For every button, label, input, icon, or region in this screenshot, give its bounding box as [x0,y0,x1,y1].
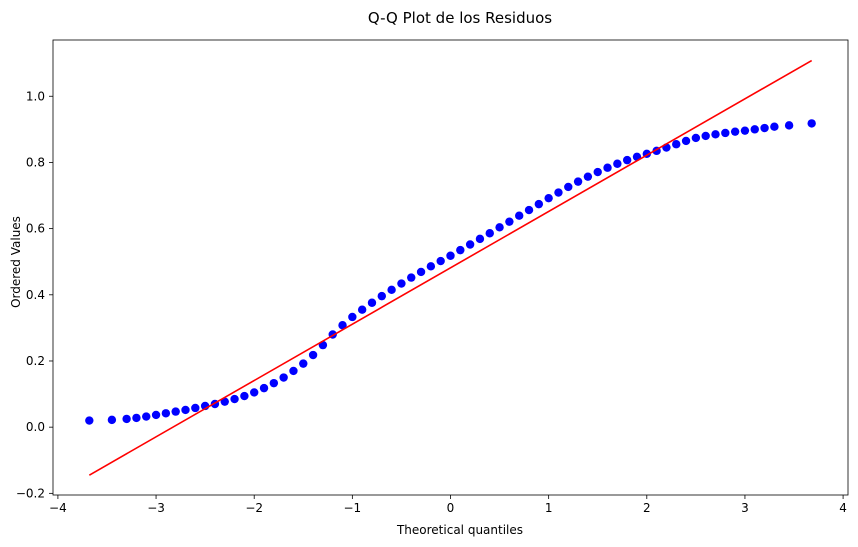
residual-point [132,413,141,423]
residual-point [495,223,504,232]
residual-point [534,199,544,209]
residual-point [407,273,416,282]
residual-point [760,123,769,133]
residual-point [672,140,681,149]
residual-point [564,182,573,192]
residual-point [593,167,602,177]
residual-point [220,397,229,406]
residual-point [740,126,750,135]
residual-point [784,121,794,130]
y-tick-label: 1.0 [26,89,45,103]
y-tick-label: 0.0 [26,420,45,434]
residual-point [807,119,816,128]
residual-point [485,229,494,238]
residual-point [171,407,180,416]
x-tick-label: 4 [839,501,847,515]
x-tick-label: −4 [49,501,67,515]
residual-point [436,256,445,266]
residual-point [721,128,730,138]
residual-point [505,217,514,226]
residual-point [583,172,593,181]
chart-title: Q-Q Plot de los Residuos [368,9,552,27]
residual-point [524,205,534,215]
residual-point [613,159,622,168]
reference-line [88,59,813,476]
residual-points [85,119,816,425]
residual-point [367,298,377,307]
x-tick-label: 3 [741,501,749,515]
y-tick-label: 0.2 [26,354,45,368]
residual-point [573,177,583,186]
residual-point [456,245,465,255]
residual-point [681,136,691,146]
x-tick-label: −1 [344,501,362,515]
residual-point [279,373,288,382]
residual-point [701,131,710,141]
residual-point [191,403,200,413]
residual-point [426,262,436,271]
reference-line-layer [88,59,813,476]
residual-point [230,394,239,404]
residual-point [554,188,563,197]
residual-point [299,359,308,368]
residual-point [161,409,171,418]
x-tick-label: 0 [447,501,455,515]
residual-point [338,321,347,330]
y-axis: −0.2 0.0 0.2 0.4 0.6 0.8 1.0 [16,89,53,500]
residual-point [151,410,161,420]
residual-point [730,127,740,136]
residual-point [308,350,318,360]
residual-point [107,415,117,425]
residual-point [691,133,701,143]
residual-point [711,130,720,139]
residual-point [622,155,632,165]
residual-point [269,378,279,388]
residual-point [515,211,524,220]
x-axis-label: Theoretical quantiles [396,523,523,537]
y-tick-label: 0.8 [26,155,45,169]
residual-point [85,416,94,425]
residual-point [181,405,190,415]
residual-point [770,122,779,131]
y-tick-label: 0.4 [26,288,45,302]
plot-frame [52,39,849,496]
y-tick-label: 0.6 [26,222,45,236]
residual-point [240,391,249,401]
residual-point [750,125,759,134]
x-axis: −4 −3 −2 −1 0 1 2 3 4 [49,495,847,515]
residual-point [348,312,357,322]
y-tick-label: −0.2 [16,486,45,500]
x-tick-label: 2 [643,501,651,515]
y-axis-label: Ordered Values [9,216,23,308]
residual-point [475,234,485,244]
residual-point [250,388,259,397]
residual-point [259,383,269,393]
residual-point [377,291,386,301]
x-tick-label: 1 [545,501,553,515]
residual-point [465,240,475,249]
residual-point [603,163,612,172]
residual-point [142,412,151,421]
residual-point [446,251,455,260]
residual-point [357,305,367,314]
residual-point [416,267,426,277]
residual-point [122,414,131,424]
residual-point [544,193,553,203]
residual-point [289,366,298,376]
x-tick-label: −3 [147,501,165,515]
residual-point [397,279,406,288]
x-tick-label: −2 [245,501,263,515]
residual-point [387,285,396,295]
